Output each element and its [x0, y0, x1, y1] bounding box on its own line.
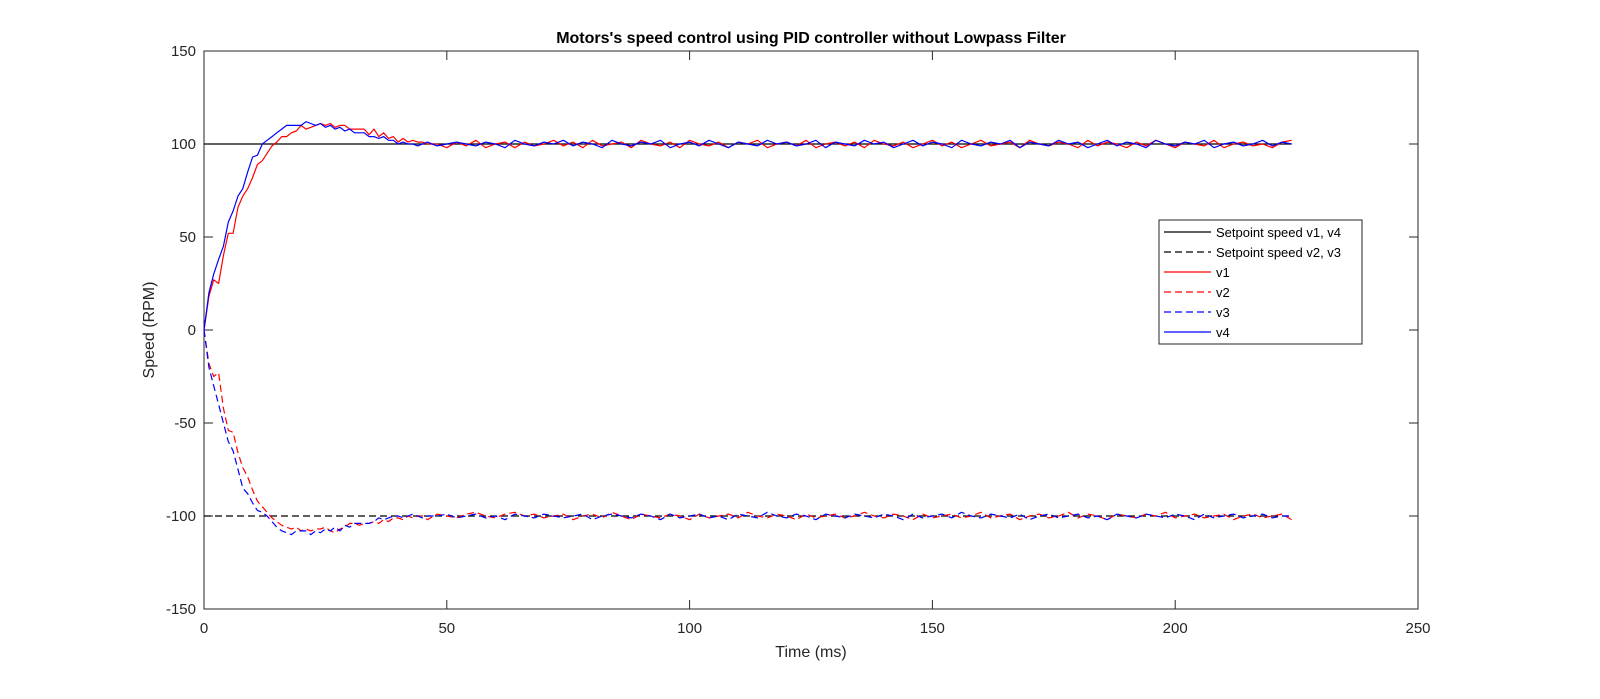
y-tick-label: -50	[174, 415, 196, 432]
y-tick-label: 150	[171, 43, 196, 60]
y-axis-label: Speed (RPM)	[141, 282, 158, 379]
x-tick-label: 50	[438, 620, 455, 637]
legend-box	[1158, 219, 1363, 345]
y-tick-label: 100	[171, 136, 196, 153]
legend-label-setpoint-speed-v1-v4: Setpoint speed v1, v4	[1216, 225, 1341, 240]
y-tick-label: 50	[179, 229, 196, 246]
tick-layer: 0 50 100 150 200 250 -150 -100 -50 0 50 100 150	[166, 43, 1431, 637]
legend-label-v3: v3	[1216, 305, 1230, 320]
y-tick-label: -100	[166, 508, 196, 525]
x-tick-label: 150	[920, 620, 945, 637]
x-tick-label: 100	[677, 620, 702, 637]
legend-label-setpoint-speed-v2-v3: Setpoint speed v2, v3	[1216, 245, 1341, 260]
x-tick-label: 0	[200, 620, 208, 637]
legend-label-v1: v1	[1216, 265, 1230, 280]
legend-entries: Setpoint speed v1, v4 Setpoint speed v2, …	[1164, 225, 1341, 340]
legend-label-v2: v2	[1216, 285, 1230, 300]
x-axis-label: Time (ms)	[775, 644, 846, 661]
series-line-v4	[203, 121, 1292, 331]
x-tick-label: 200	[1163, 620, 1188, 637]
legend: Setpoint speed v1, v4 Setpoint speed v2, …	[1158, 219, 1363, 345]
series-line-v3	[203, 329, 1292, 536]
chart-title: Motors's speed control using PID control…	[556, 30, 1066, 47]
y-tick-label: 0	[188, 322, 196, 339]
y-tick-label: -150	[166, 601, 196, 618]
legend-label-v4: v4	[1216, 325, 1230, 340]
x-tick-label: 250	[1405, 620, 1430, 637]
series-layer	[203, 121, 1292, 536]
